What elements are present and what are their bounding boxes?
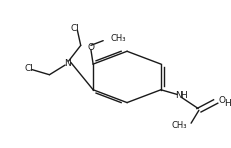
Text: N: N [174, 91, 181, 100]
Text: H: H [224, 99, 230, 108]
Text: O: O [87, 43, 94, 52]
Text: Cl: Cl [70, 24, 79, 33]
Text: CH₃: CH₃ [171, 121, 186, 130]
Text: Cl: Cl [25, 64, 33, 73]
Text: O: O [218, 96, 225, 105]
Text: CH₃: CH₃ [110, 34, 125, 43]
Text: N: N [64, 58, 70, 67]
Text: H: H [180, 91, 186, 100]
